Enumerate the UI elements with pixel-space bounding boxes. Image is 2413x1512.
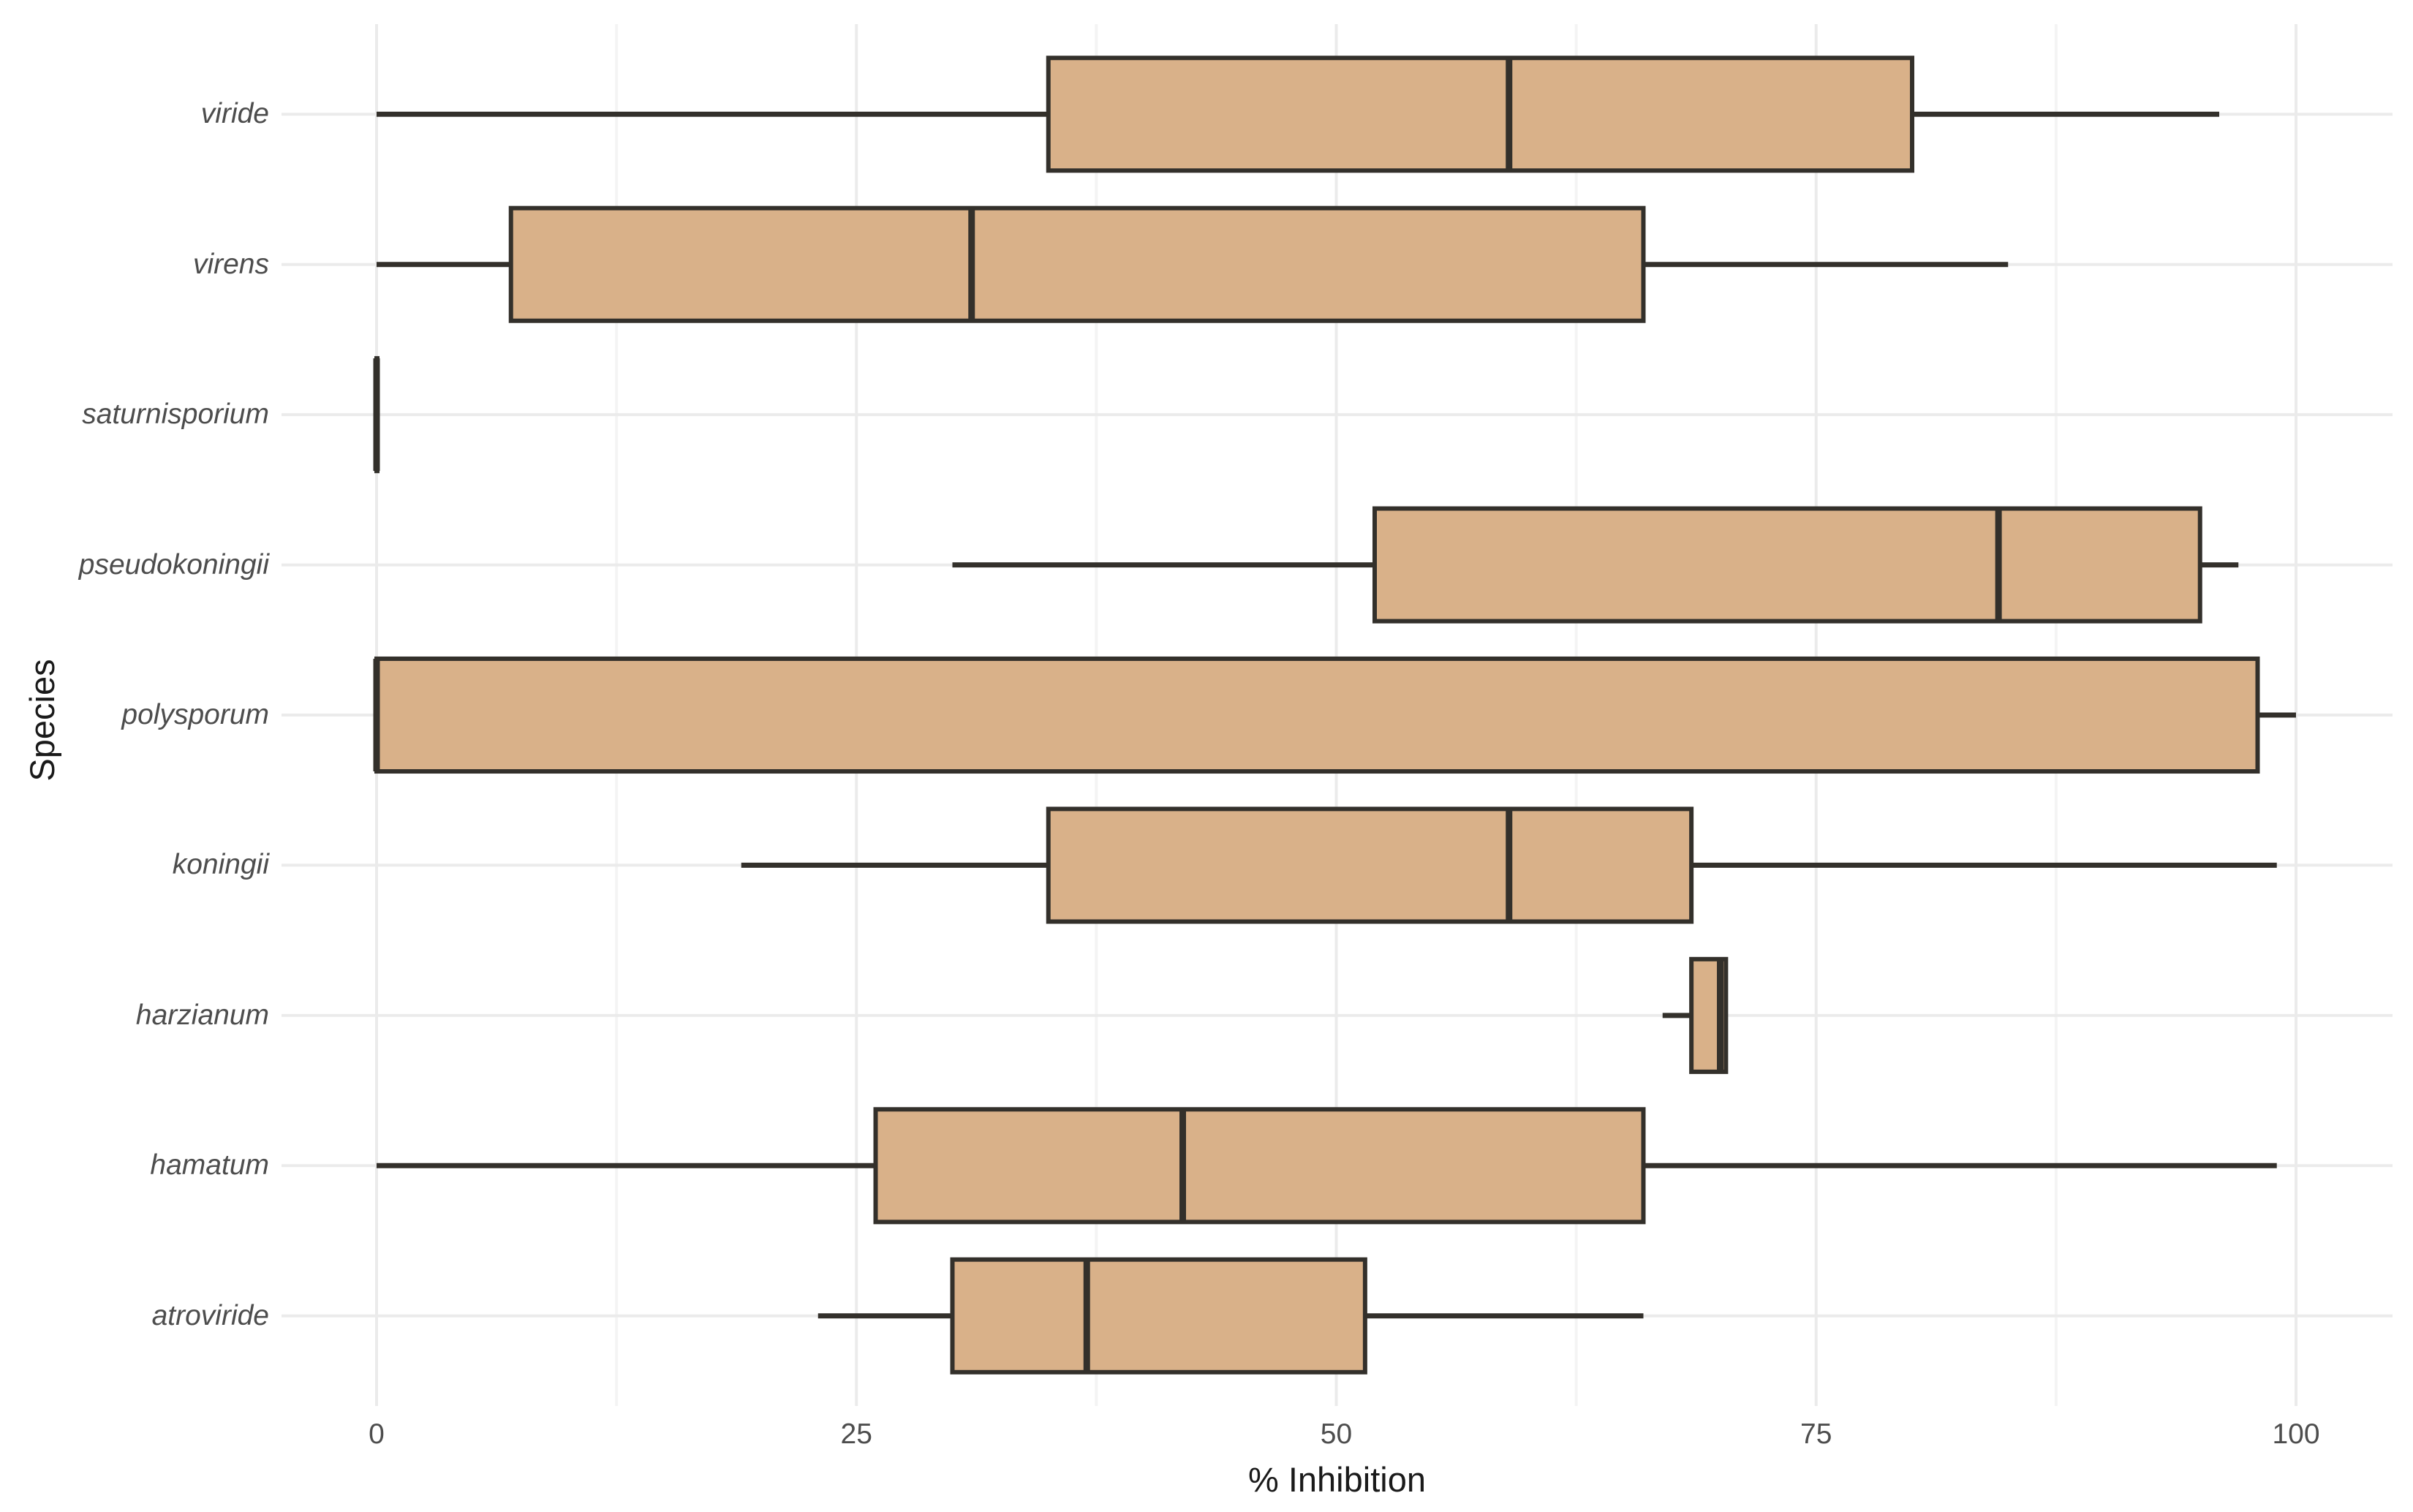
- plot-panel: [282, 24, 2393, 1406]
- x-axis-title: % Inhibition: [1248, 1460, 1426, 1499]
- iqr-box: [1046, 56, 1914, 173]
- y-axis-labels: viride virens saturnisporium pseudokoningii…: [0, 24, 269, 1406]
- x-tick-label: 75: [1800, 1418, 1832, 1450]
- x-tick-label: 25: [840, 1418, 872, 1450]
- iqr-box: [950, 1257, 1367, 1375]
- y-tick-label: saturnisporium: [82, 398, 269, 431]
- y-tick-label: virens: [192, 248, 269, 280]
- x-tick-label: 0: [369, 1418, 385, 1450]
- y-tick-label: polysporum: [121, 699, 269, 730]
- y-tick-label: koningii: [172, 849, 269, 881]
- y-tick-label: hamatum: [150, 1149, 269, 1182]
- x-tick-label: 100: [2272, 1418, 2320, 1450]
- y-tick-label: pseudokoningii: [78, 548, 269, 581]
- iqr-box: [1046, 806, 1694, 924]
- x-tick-label: 50: [1320, 1418, 1353, 1450]
- iqr-box: [374, 656, 2260, 774]
- y-tick-label: atroviride: [151, 1299, 269, 1331]
- iqr-box: [1372, 506, 2202, 624]
- iqr-box: [873, 1107, 1646, 1225]
- y-tick-label: harzianum: [135, 999, 269, 1031]
- iqr-box: [508, 205, 1646, 323]
- y-tick-label: viride: [200, 98, 269, 130]
